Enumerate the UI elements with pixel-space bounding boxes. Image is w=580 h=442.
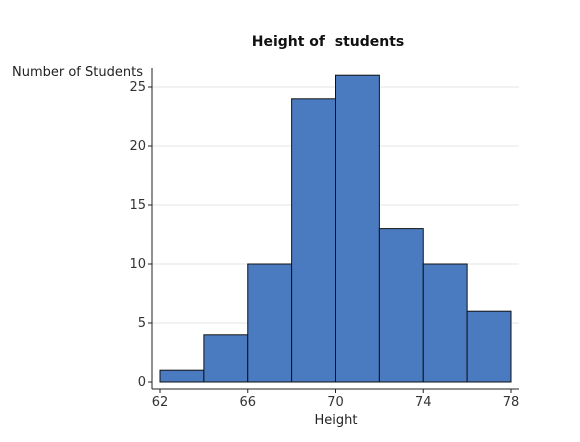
histogram-bar	[422, 263, 468, 383]
histogram-bar	[247, 263, 293, 383]
y-axis-label: Number of Students	[12, 65, 143, 80]
histogram-bar	[291, 98, 336, 383]
x-tick-label: 62	[152, 395, 169, 410]
y-tick-label: 5	[138, 316, 146, 331]
x-tick-label: 78	[503, 395, 520, 410]
x-tick-label: 66	[239, 395, 256, 410]
x-tick-label: 70	[327, 395, 344, 410]
histogram-bar	[378, 228, 424, 383]
histogram-bar	[466, 310, 512, 383]
chart-title: Height of students	[252, 34, 405, 50]
y-tick-label: 25	[129, 80, 146, 95]
tick-labels: 0 5 10 15 20 25 62 66 70 74 78	[129, 80, 519, 410]
axes	[148, 68, 519, 393]
y-tick-label: 20	[129, 139, 146, 154]
histogram-bar	[159, 369, 205, 383]
histogram-bars	[159, 74, 512, 383]
x-tick-label: 74	[415, 395, 432, 410]
x-axis-label: Height	[315, 413, 358, 428]
y-tick-label: 10	[129, 257, 146, 272]
histogram-bar	[203, 334, 249, 383]
y-tick-label: 0	[138, 375, 146, 390]
histogram-bar	[335, 74, 380, 383]
y-tick-label: 15	[129, 198, 146, 213]
